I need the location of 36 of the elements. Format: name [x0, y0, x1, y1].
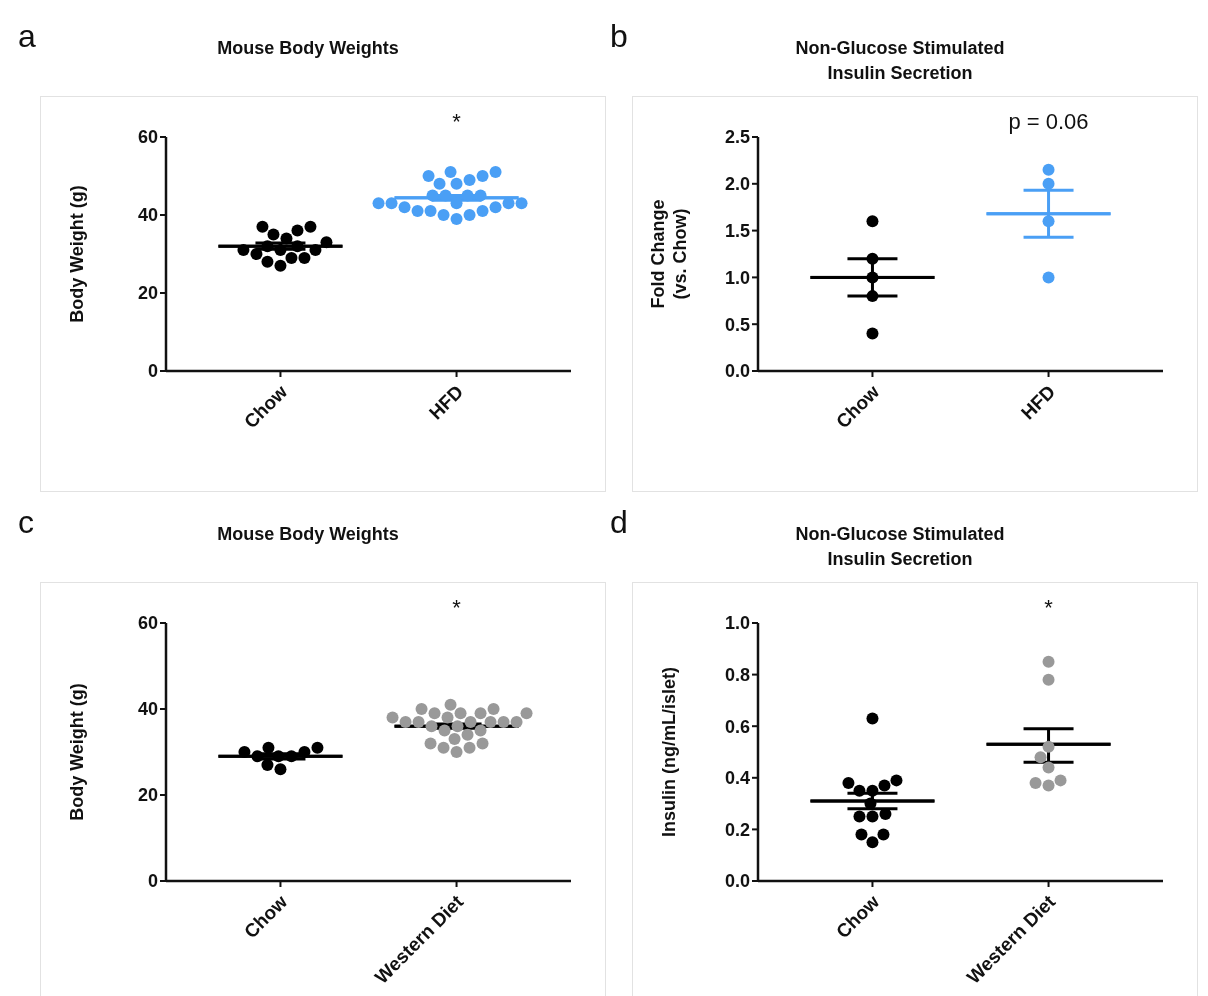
text: * [452, 109, 462, 134]
text: * [452, 595, 462, 620]
text: p = 0.06 [1008, 109, 1089, 134]
y-axis-title: Body Weight (g) [67, 683, 87, 821]
y-tick-label: 40 [137, 205, 158, 226]
y-axis-title: Fold Change (vs. Chow) [648, 199, 690, 309]
y-tick-label: 1.0 [724, 613, 750, 634]
text: c [18, 504, 34, 541]
y-tick-label: 0.6 [724, 716, 750, 737]
y-axis-title: Insulin (ng/mL/islet) [659, 667, 679, 837]
y-tick-label: 20 [137, 785, 158, 806]
y-tick-label: 0.0 [724, 361, 750, 382]
y-tick-label: 0 [147, 871, 158, 892]
y-tick-label: 40 [137, 699, 158, 720]
text: d [610, 504, 628, 541]
text: b [610, 18, 628, 55]
chart-title: Non-Glucose Stimulated Insulin Secretion [794, 523, 1006, 571]
y-tick-label: 2.0 [724, 174, 750, 195]
y-tick-label: 0.8 [724, 664, 750, 685]
y-tick-label: 60 [137, 613, 158, 634]
y-tick-label: 0.5 [724, 314, 750, 335]
y-tick-label: 1.5 [724, 220, 750, 241]
chart-title: Non-Glucose Stimulated Insulin Secretion [794, 37, 1006, 85]
y-tick-label: 0 [147, 361, 158, 382]
chart-title: Mouse Body Weights [216, 37, 400, 60]
y-tick-label: 0.0 [724, 871, 750, 892]
y-axis-title: Body Weight (g) [67, 185, 87, 323]
y-tick-label: 20 [137, 283, 158, 304]
chart-title: Mouse Body Weights [216, 523, 400, 546]
y-tick-label: 60 [137, 127, 158, 148]
y-tick-label: 1.0 [724, 267, 750, 288]
y-tick-label: 0.2 [724, 819, 750, 840]
text: * [1044, 595, 1054, 620]
text: a [18, 18, 36, 55]
y-tick-label: 2.5 [724, 127, 750, 148]
y-tick-label: 0.4 [724, 768, 750, 789]
